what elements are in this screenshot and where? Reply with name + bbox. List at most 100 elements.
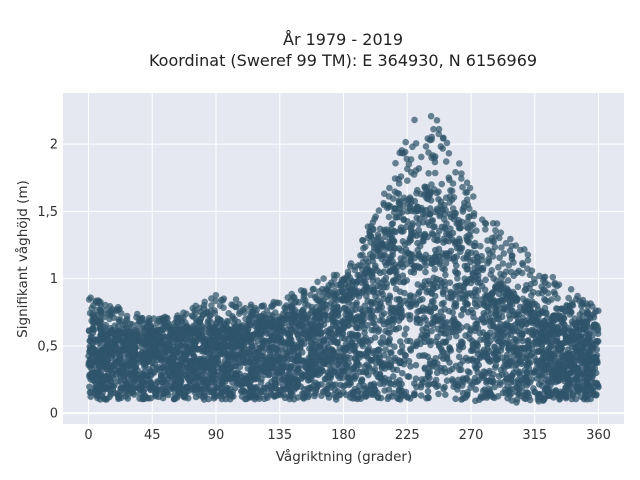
data-point bbox=[350, 365, 357, 372]
data-point bbox=[385, 213, 393, 221]
data-point bbox=[97, 374, 105, 381]
data-point bbox=[441, 305, 449, 313]
data-point bbox=[525, 328, 533, 335]
data-point bbox=[362, 243, 369, 251]
data-point bbox=[507, 373, 515, 380]
data-point bbox=[471, 300, 479, 307]
data-point bbox=[171, 395, 179, 403]
data-point bbox=[387, 349, 394, 357]
data-point bbox=[573, 383, 580, 390]
data-point bbox=[207, 388, 214, 395]
data-point bbox=[294, 394, 302, 401]
data-point bbox=[382, 346, 389, 353]
data-point bbox=[484, 340, 492, 348]
data-point bbox=[419, 304, 427, 312]
data-point bbox=[554, 295, 561, 302]
data-point bbox=[374, 267, 381, 274]
data-point bbox=[404, 249, 411, 256]
data-point bbox=[97, 344, 104, 351]
data-point bbox=[265, 346, 273, 354]
data-point bbox=[407, 196, 415, 203]
data-point bbox=[397, 359, 404, 367]
data-point bbox=[420, 282, 427, 289]
data-point bbox=[457, 366, 465, 374]
data-point bbox=[445, 255, 453, 262]
data-point bbox=[436, 212, 443, 220]
data-point bbox=[496, 254, 503, 262]
data-point bbox=[134, 310, 141, 318]
data-point bbox=[110, 361, 118, 369]
data-point bbox=[247, 301, 255, 309]
data-point bbox=[400, 227, 407, 235]
data-point bbox=[464, 388, 471, 396]
data-point bbox=[392, 304, 399, 312]
data-point bbox=[322, 385, 330, 393]
data-point bbox=[383, 226, 391, 233]
data-point bbox=[439, 206, 447, 214]
data-point bbox=[540, 396, 547, 404]
data-point bbox=[457, 343, 464, 350]
data-point bbox=[371, 215, 378, 223]
data-point bbox=[502, 389, 510, 397]
data-point bbox=[438, 180, 446, 188]
data-point bbox=[157, 375, 164, 382]
data-point bbox=[579, 357, 587, 365]
data-point bbox=[359, 318, 366, 325]
data-point bbox=[482, 226, 489, 233]
data-point bbox=[422, 268, 429, 276]
data-point bbox=[244, 379, 251, 387]
data-point bbox=[276, 357, 284, 364]
data-point bbox=[519, 345, 526, 352]
data-point bbox=[518, 384, 526, 391]
data-point bbox=[248, 334, 255, 341]
data-point bbox=[336, 325, 344, 333]
data-point bbox=[395, 190, 403, 198]
data-point bbox=[414, 246, 422, 254]
data-point bbox=[555, 377, 562, 385]
data-point bbox=[221, 333, 229, 340]
data-point bbox=[345, 316, 353, 323]
data-point bbox=[336, 391, 344, 399]
data-point bbox=[463, 266, 471, 273]
data-point bbox=[391, 354, 399, 362]
data-point bbox=[354, 387, 362, 395]
data-point bbox=[522, 355, 530, 362]
data-point bbox=[111, 381, 118, 389]
data-point bbox=[411, 390, 418, 397]
data-point bbox=[331, 386, 339, 393]
data-point bbox=[489, 220, 497, 227]
data-point bbox=[288, 355, 296, 362]
data-point bbox=[533, 360, 541, 367]
data-point bbox=[334, 311, 341, 318]
data-point bbox=[518, 330, 525, 337]
data-point bbox=[567, 286, 575, 293]
data-point bbox=[212, 372, 220, 379]
data-point bbox=[261, 384, 269, 392]
data-point bbox=[451, 257, 459, 265]
data-point bbox=[502, 296, 510, 303]
data-point bbox=[289, 391, 296, 399]
data-point bbox=[362, 391, 369, 398]
data-point bbox=[346, 330, 354, 338]
data-point bbox=[392, 159, 399, 167]
data-point bbox=[424, 388, 432, 395]
data-point bbox=[295, 352, 302, 359]
data-point bbox=[562, 383, 570, 391]
data-point bbox=[336, 344, 344, 351]
data-point bbox=[443, 230, 450, 238]
data-point bbox=[455, 353, 463, 361]
data-point bbox=[355, 337, 363, 345]
data-point bbox=[277, 316, 284, 324]
data-point bbox=[403, 325, 410, 333]
data-point bbox=[392, 214, 399, 221]
data-point bbox=[474, 342, 482, 349]
data-point bbox=[477, 336, 484, 344]
data-point bbox=[395, 180, 403, 187]
data-point bbox=[342, 391, 350, 399]
data-point bbox=[356, 368, 364, 376]
data-point bbox=[325, 394, 333, 401]
data-point bbox=[395, 324, 403, 332]
data-point bbox=[409, 220, 417, 227]
data-point bbox=[430, 274, 438, 282]
data-point bbox=[229, 314, 236, 322]
